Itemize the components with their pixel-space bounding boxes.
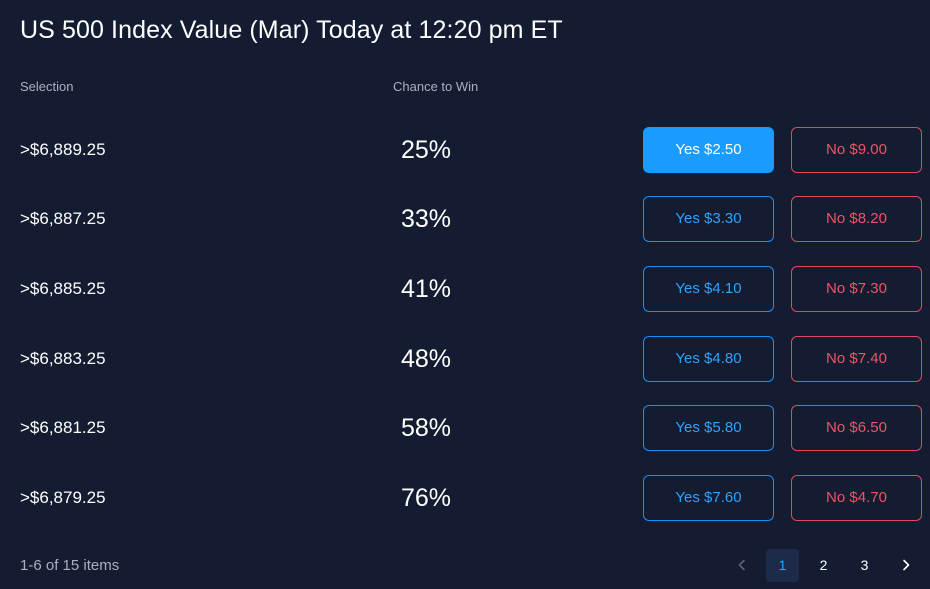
page-button-3[interactable]: 3 (860, 557, 869, 573)
column-header-selection: Selection (20, 79, 74, 94)
yes-button[interactable]: Yes $7.60 (643, 475, 774, 521)
market-row: >$6,883.25 48% Yes $4.80 No $7.40 (0, 336, 930, 382)
selection-label: >$6,879.25 (20, 488, 106, 507)
column-header-chance: Chance to Win (393, 79, 479, 94)
selection-label: >$6,887.25 (20, 209, 106, 228)
market-row: >$6,885.25 41% Yes $4.10 No $7.30 (0, 266, 930, 312)
chance-value: 33% (400, 205, 452, 233)
market-row: >$6,879.25 76% Yes $7.60 No $4.70 (0, 475, 930, 521)
market-row: >$6,887.25 33% Yes $3.30 No $8.20 (0, 196, 930, 242)
items-count: 1-6 of 15 items (20, 557, 120, 574)
no-button[interactable]: No $8.20 (791, 196, 922, 242)
chance-value: 41% (400, 275, 452, 303)
yes-button[interactable]: Yes $2.50 (643, 127, 774, 173)
chance-value: 76% (400, 484, 452, 512)
no-button[interactable]: No $6.50 (791, 405, 922, 451)
page-button-2[interactable]: 2 (819, 557, 828, 573)
page-button-1[interactable]: 1 (766, 549, 799, 582)
pagination: 1 2 3 (725, 549, 922, 582)
no-button[interactable]: No $7.40 (791, 336, 922, 382)
chevron-left-icon (738, 559, 745, 571)
page-title: US 500 Index Value (Mar) Today at 12:20 … (20, 16, 563, 44)
next-page-button[interactable] (889, 549, 922, 582)
yes-button[interactable]: Yes $4.80 (643, 336, 774, 382)
chance-value: 58% (400, 414, 452, 442)
selection-label: >$6,883.25 (20, 349, 106, 368)
selection-label: >$6,881.25 (20, 418, 106, 437)
yes-button[interactable]: Yes $4.10 (643, 266, 774, 312)
yes-button[interactable]: Yes $5.80 (643, 405, 774, 451)
chance-value: 25% (400, 136, 452, 164)
no-button[interactable]: No $4.70 (791, 475, 922, 521)
no-button[interactable]: No $7.30 (791, 266, 922, 312)
chance-value: 48% (400, 345, 452, 373)
prev-page-button[interactable] (725, 549, 758, 582)
selection-label: >$6,885.25 (20, 279, 106, 298)
chevron-right-icon (902, 559, 909, 571)
selection-label: >$6,889.25 (20, 140, 106, 159)
no-button[interactable]: No $9.00 (791, 127, 922, 173)
market-row: >$6,889.25 25% Yes $2.50 No $9.00 (0, 127, 930, 173)
market-row: >$6,881.25 58% Yes $5.80 No $6.50 (0, 405, 930, 451)
yes-button[interactable]: Yes $3.30 (643, 196, 774, 242)
